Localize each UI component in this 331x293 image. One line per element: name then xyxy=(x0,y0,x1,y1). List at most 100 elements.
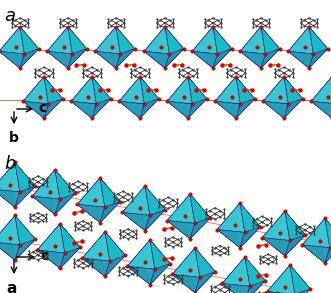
Polygon shape xyxy=(195,272,215,293)
Polygon shape xyxy=(119,101,144,118)
Polygon shape xyxy=(215,76,240,104)
Polygon shape xyxy=(262,211,285,256)
Polygon shape xyxy=(95,178,120,223)
Polygon shape xyxy=(236,76,255,104)
Polygon shape xyxy=(328,76,331,118)
Polygon shape xyxy=(15,186,35,207)
Polygon shape xyxy=(105,232,125,261)
Polygon shape xyxy=(165,49,184,68)
Polygon shape xyxy=(161,27,184,68)
Polygon shape xyxy=(119,76,144,104)
Polygon shape xyxy=(192,27,217,54)
Polygon shape xyxy=(311,76,331,104)
Text: b: b xyxy=(4,155,15,173)
Polygon shape xyxy=(192,27,213,68)
Polygon shape xyxy=(112,27,135,68)
Polygon shape xyxy=(302,245,330,263)
Polygon shape xyxy=(0,215,20,245)
Polygon shape xyxy=(144,51,169,68)
Polygon shape xyxy=(262,211,290,241)
Polygon shape xyxy=(20,27,39,54)
Polygon shape xyxy=(309,49,328,68)
Polygon shape xyxy=(92,76,111,104)
Polygon shape xyxy=(116,49,135,68)
Polygon shape xyxy=(165,27,184,54)
Polygon shape xyxy=(167,194,195,223)
Polygon shape xyxy=(144,27,169,54)
Polygon shape xyxy=(0,162,20,192)
Polygon shape xyxy=(261,49,280,68)
Polygon shape xyxy=(215,76,236,118)
Polygon shape xyxy=(60,247,80,268)
Polygon shape xyxy=(188,99,207,118)
Polygon shape xyxy=(263,76,284,118)
Polygon shape xyxy=(240,203,260,232)
Polygon shape xyxy=(285,235,306,256)
Polygon shape xyxy=(10,162,35,207)
Polygon shape xyxy=(37,224,65,253)
Polygon shape xyxy=(167,194,190,239)
Polygon shape xyxy=(32,170,55,214)
Polygon shape xyxy=(37,250,65,268)
Polygon shape xyxy=(0,51,24,68)
Polygon shape xyxy=(100,178,120,207)
Polygon shape xyxy=(55,224,80,268)
Polygon shape xyxy=(55,170,75,199)
Polygon shape xyxy=(257,27,280,68)
Polygon shape xyxy=(23,76,48,104)
Polygon shape xyxy=(240,257,265,293)
Polygon shape xyxy=(320,218,331,263)
Polygon shape xyxy=(82,258,110,277)
Polygon shape xyxy=(0,162,15,207)
Polygon shape xyxy=(261,27,280,54)
Polygon shape xyxy=(184,76,207,118)
Polygon shape xyxy=(290,289,310,293)
Polygon shape xyxy=(150,264,170,285)
Polygon shape xyxy=(188,76,207,104)
Polygon shape xyxy=(311,101,331,118)
Polygon shape xyxy=(122,186,145,231)
Polygon shape xyxy=(302,218,325,263)
Polygon shape xyxy=(0,189,20,207)
Text: c: c xyxy=(40,249,48,263)
Polygon shape xyxy=(167,76,192,104)
Polygon shape xyxy=(15,215,35,245)
Polygon shape xyxy=(285,265,310,293)
Polygon shape xyxy=(77,178,100,223)
Polygon shape xyxy=(192,51,217,68)
Polygon shape xyxy=(60,224,80,253)
Polygon shape xyxy=(240,27,265,54)
Polygon shape xyxy=(209,27,232,68)
Polygon shape xyxy=(116,27,135,54)
Polygon shape xyxy=(15,162,35,192)
Polygon shape xyxy=(267,265,295,293)
Polygon shape xyxy=(64,27,87,68)
Polygon shape xyxy=(284,99,303,118)
Polygon shape xyxy=(302,218,330,248)
Polygon shape xyxy=(288,51,313,68)
Polygon shape xyxy=(127,266,155,285)
Polygon shape xyxy=(15,239,35,260)
Polygon shape xyxy=(311,76,331,118)
Polygon shape xyxy=(190,194,211,223)
Polygon shape xyxy=(150,240,170,269)
Polygon shape xyxy=(232,76,255,118)
Polygon shape xyxy=(140,99,159,118)
Polygon shape xyxy=(222,284,250,293)
Polygon shape xyxy=(240,227,260,248)
Polygon shape xyxy=(119,76,140,118)
Text: a: a xyxy=(6,281,16,293)
Polygon shape xyxy=(288,27,309,68)
Polygon shape xyxy=(190,248,215,293)
Polygon shape xyxy=(47,27,68,68)
Text: c: c xyxy=(38,101,46,115)
Polygon shape xyxy=(0,215,15,260)
Polygon shape xyxy=(10,215,35,260)
Polygon shape xyxy=(240,51,265,68)
Polygon shape xyxy=(20,49,39,68)
Polygon shape xyxy=(140,76,159,104)
Polygon shape xyxy=(222,257,250,286)
Polygon shape xyxy=(280,76,303,118)
Polygon shape xyxy=(95,27,120,54)
Polygon shape xyxy=(284,76,303,104)
